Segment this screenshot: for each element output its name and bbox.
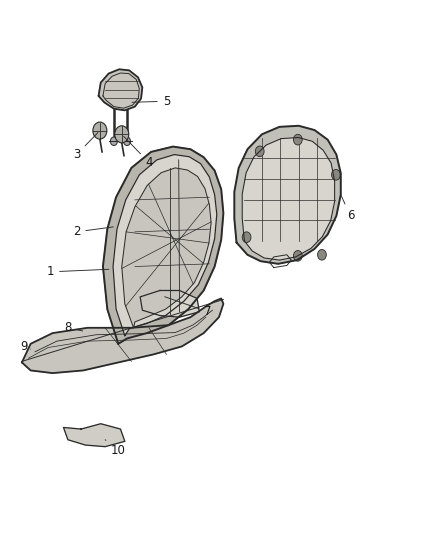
Text: 7: 7 xyxy=(165,297,212,318)
Polygon shape xyxy=(22,298,223,373)
Text: 2: 2 xyxy=(73,225,113,238)
Circle shape xyxy=(93,122,107,139)
Polygon shape xyxy=(234,126,341,264)
Polygon shape xyxy=(103,147,223,344)
Polygon shape xyxy=(64,424,125,447)
Circle shape xyxy=(318,249,326,260)
Text: 6: 6 xyxy=(341,195,354,222)
Text: 5: 5 xyxy=(132,95,170,108)
Circle shape xyxy=(242,232,251,243)
Circle shape xyxy=(115,126,129,143)
Polygon shape xyxy=(242,138,335,260)
Circle shape xyxy=(124,137,131,146)
Circle shape xyxy=(293,251,302,261)
Text: 10: 10 xyxy=(105,440,126,457)
Circle shape xyxy=(293,134,302,145)
Text: 9: 9 xyxy=(20,340,31,353)
Polygon shape xyxy=(122,168,211,328)
Circle shape xyxy=(110,137,117,146)
Text: 1: 1 xyxy=(46,265,109,278)
Polygon shape xyxy=(99,69,142,110)
Polygon shape xyxy=(113,155,217,336)
Circle shape xyxy=(255,146,264,157)
Circle shape xyxy=(332,169,340,180)
Polygon shape xyxy=(140,290,199,317)
Polygon shape xyxy=(103,147,223,344)
Text: 4: 4 xyxy=(124,136,153,169)
Text: 8: 8 xyxy=(64,321,83,334)
Text: 3: 3 xyxy=(73,133,98,161)
